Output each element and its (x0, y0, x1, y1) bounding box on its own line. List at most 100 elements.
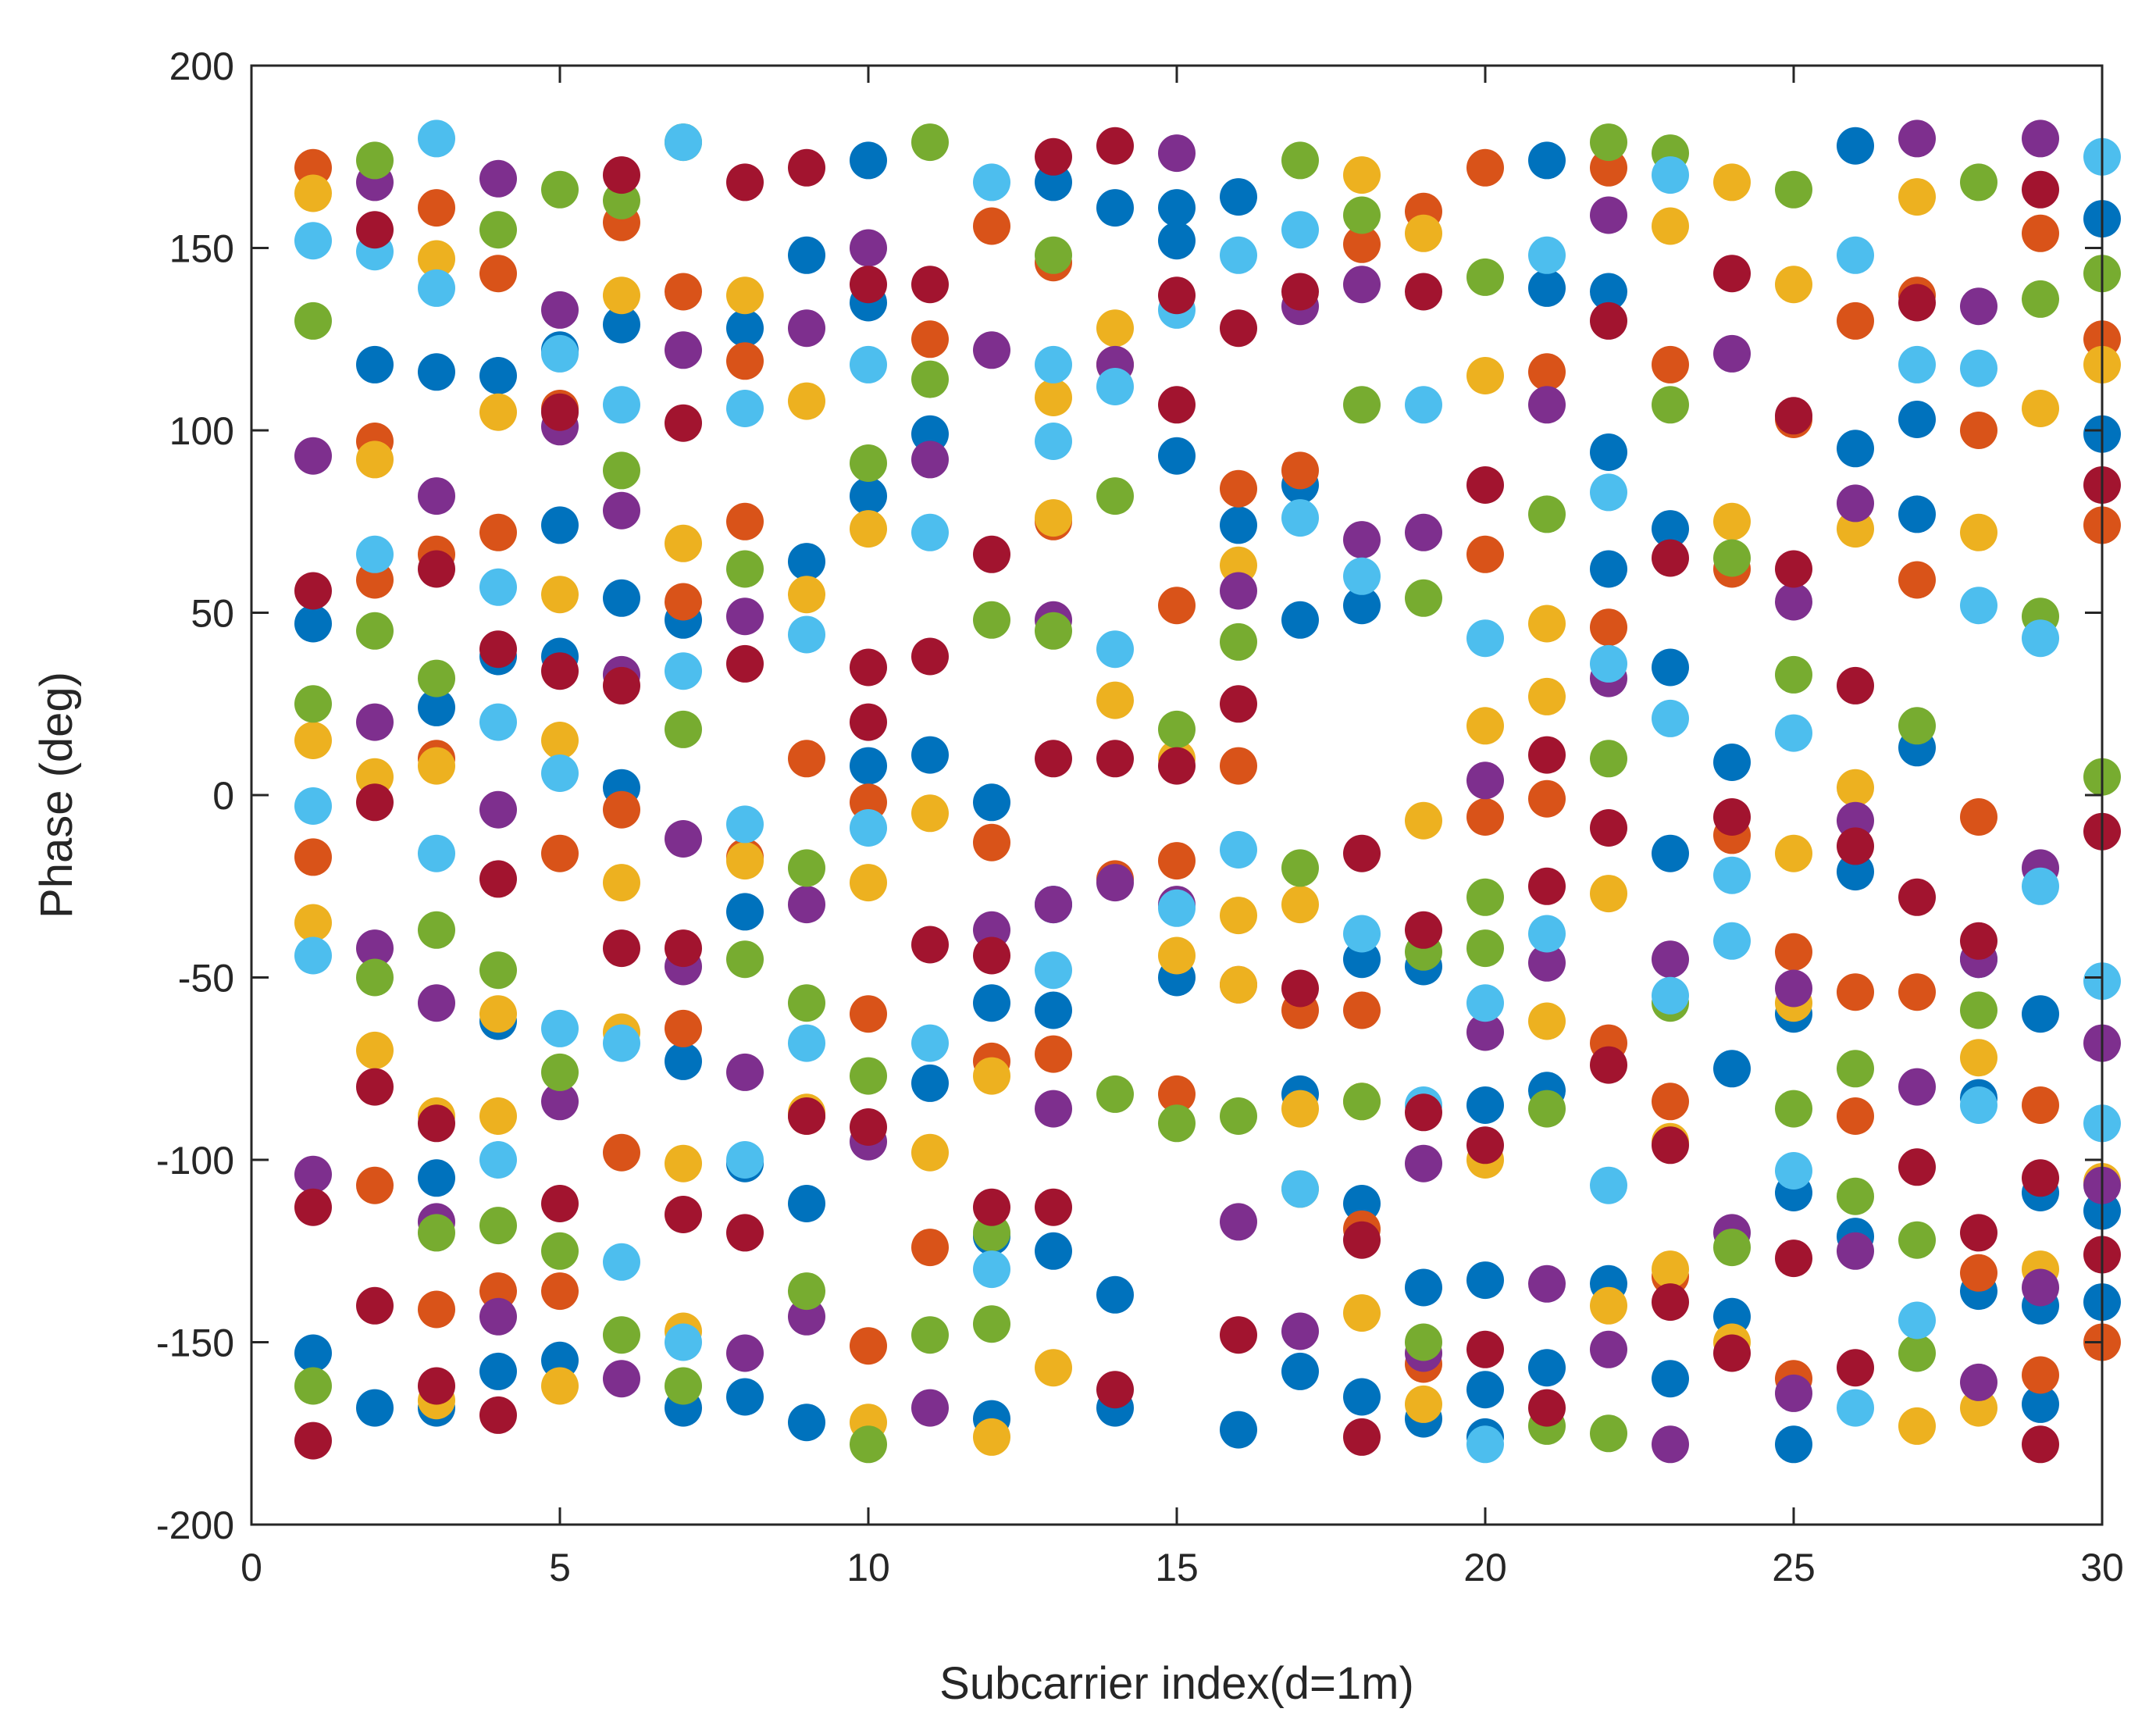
data-point (1837, 666, 1874, 704)
data-point (1960, 349, 1997, 387)
data-point (1652, 207, 1689, 245)
data-point (1590, 1330, 1627, 1368)
data-point (1220, 469, 1257, 508)
data-point (1281, 211, 1319, 249)
data-point (1898, 345, 1936, 383)
data-point (1343, 196, 1381, 234)
data-point (1775, 834, 1812, 872)
data-point (1035, 991, 1072, 1029)
data-point (541, 754, 579, 792)
data-point (788, 1404, 825, 1442)
data-point (418, 834, 455, 872)
data-point (418, 747, 455, 785)
data-point (1898, 878, 1936, 916)
data-point (603, 790, 640, 829)
data-point (479, 513, 517, 551)
data-point (911, 1024, 949, 1062)
data-point (911, 266, 949, 304)
data-point (1343, 386, 1381, 424)
data-point (1343, 834, 1381, 872)
data-point (1775, 170, 1812, 209)
x-tick-label: 15 (1155, 1546, 1199, 1589)
data-point (1405, 386, 1442, 424)
data-point (1528, 1002, 1566, 1040)
data-point (788, 849, 825, 887)
data-point (1652, 1250, 1689, 1289)
data-point (1528, 779, 1566, 818)
data-point (418, 688, 455, 726)
data-point (1158, 1075, 1196, 1113)
data-point (541, 652, 579, 690)
data-point (1837, 236, 1874, 274)
data-point (1590, 196, 1627, 234)
data-point (788, 1024, 825, 1062)
data-point (665, 1196, 702, 1233)
data-point (294, 437, 332, 475)
y-tick-label: -100 (156, 1139, 234, 1182)
data-point (1466, 878, 1504, 916)
data-point (1220, 572, 1257, 610)
data-point (911, 123, 949, 162)
x-tick-label: 10 (846, 1546, 890, 1589)
data-point (294, 605, 332, 643)
data-point (1158, 936, 1196, 975)
data-point (479, 703, 517, 741)
data-point (1837, 769, 1874, 807)
data-point (541, 722, 579, 759)
x-axis-title: Subcarrier index(d=1m) (939, 1658, 1414, 1709)
data-point (1343, 521, 1381, 559)
data-point (973, 1305, 1010, 1343)
data-point (294, 904, 332, 942)
data-point (1035, 740, 1072, 778)
data-point (1035, 423, 1072, 460)
data-point (294, 1367, 332, 1405)
x-tick-label: 30 (2080, 1546, 2124, 1589)
data-point (1898, 973, 1936, 1011)
data-point (603, 276, 640, 315)
data-point (665, 820, 702, 858)
data-point (1652, 1425, 1689, 1464)
data-point (726, 342, 764, 380)
data-point (1158, 587, 1196, 625)
data-point (911, 1389, 949, 1427)
data-point (1158, 747, 1196, 785)
data-point (479, 790, 517, 829)
data-point (1652, 539, 1689, 577)
data-point (973, 331, 1010, 369)
data-point (1590, 809, 1627, 847)
data-point (1775, 1152, 1812, 1190)
data-point (665, 123, 702, 162)
data-point (541, 1272, 579, 1311)
data-point (1466, 1013, 1504, 1051)
data-point (356, 958, 394, 997)
data-point (2022, 1385, 2059, 1423)
data-point (1343, 1418, 1381, 1456)
data-point (541, 334, 579, 373)
data-point (1158, 386, 1196, 424)
data-point (1096, 740, 1134, 778)
data-point (726, 276, 764, 315)
data-point (294, 174, 332, 212)
data-point (1652, 648, 1689, 687)
data-point (1652, 510, 1689, 548)
data-point (2022, 170, 2059, 209)
data-point (1590, 1286, 1627, 1325)
data-point (1343, 1378, 1381, 1416)
data-point (418, 1214, 455, 1252)
data-point (356, 345, 394, 383)
data-point (788, 576, 825, 614)
data-point (850, 648, 887, 687)
data-point (1837, 430, 1874, 468)
data-point (479, 1396, 517, 1434)
data-point (1590, 644, 1627, 683)
data-point (1960, 412, 1997, 449)
data-point (603, 1133, 640, 1172)
data-point (1343, 587, 1381, 625)
data-point (911, 513, 949, 551)
data-point (418, 477, 455, 515)
data-point (418, 659, 455, 697)
data-point (1281, 969, 1319, 1008)
data-point (1220, 965, 1257, 1004)
data-point (294, 222, 332, 260)
data-point (665, 583, 702, 621)
